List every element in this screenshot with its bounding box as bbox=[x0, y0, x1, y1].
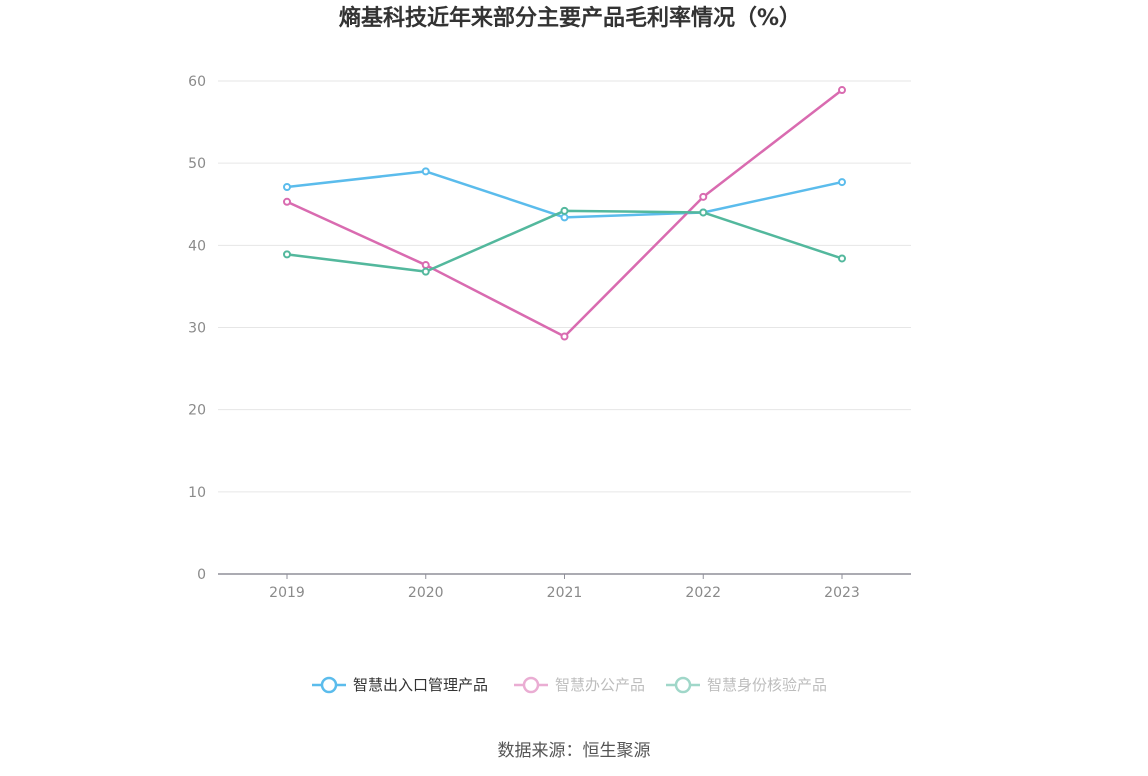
y-axis: 0 10 20 30 40 50 60 bbox=[188, 74, 206, 583]
legend-marker bbox=[320, 676, 338, 694]
data-point bbox=[283, 182, 291, 191]
data-point bbox=[838, 178, 846, 187]
chart-title: 熵基科技近年来部分主要产品毛利率情况（%） bbox=[338, 5, 801, 31]
data-point bbox=[560, 332, 569, 341]
legend-label: 智慧身份核验产品 bbox=[707, 676, 827, 694]
y-tick-label: 50 bbox=[188, 156, 206, 172]
legend-marker bbox=[522, 676, 540, 694]
legend-item-0[interactable]: 智慧出入口管理产品 bbox=[312, 676, 488, 694]
x-tick-label: 2021 bbox=[547, 585, 583, 601]
y-tick-label: 30 bbox=[188, 321, 206, 337]
x-tick-label: 2023 bbox=[824, 585, 860, 601]
data-point bbox=[283, 250, 291, 259]
y-tick-label: 60 bbox=[188, 74, 206, 90]
y-tick-label: 10 bbox=[188, 485, 206, 501]
legend-item-1[interactable]: 智慧办公产品 bbox=[514, 676, 645, 694]
data-point bbox=[699, 192, 708, 201]
x-axis: 2019 2020 2021 2022 2023 bbox=[218, 573, 911, 601]
legend-item-2[interactable]: 智慧身份核验产品 bbox=[666, 676, 827, 694]
legend-marker bbox=[674, 676, 692, 694]
grid-lines bbox=[218, 80, 911, 493]
data-point bbox=[421, 167, 430, 176]
data-source: 数据来源：恒生聚源 bbox=[498, 741, 651, 761]
data-point bbox=[421, 267, 430, 276]
x-tick-label: 2020 bbox=[408, 585, 444, 601]
data-point bbox=[283, 197, 291, 206]
data-point bbox=[838, 86, 846, 95]
data-point bbox=[699, 208, 708, 217]
data-point bbox=[560, 206, 569, 215]
data-point bbox=[421, 261, 430, 270]
data-point bbox=[838, 254, 846, 263]
legend-label: 智慧出入口管理产品 bbox=[353, 676, 488, 694]
y-tick-label: 0 bbox=[197, 567, 206, 583]
y-tick-label: 20 bbox=[188, 403, 206, 419]
legend-label: 智慧办公产品 bbox=[555, 676, 645, 694]
data-point bbox=[560, 213, 569, 222]
x-tick-label: 2019 bbox=[269, 585, 305, 601]
y-tick-label: 40 bbox=[188, 238, 206, 254]
x-tick-label: 2022 bbox=[685, 585, 721, 601]
series-points bbox=[283, 86, 846, 341]
legend[interactable]: 智慧出入口管理产品 智慧办公产品 智慧身份核验产品 bbox=[312, 676, 827, 694]
